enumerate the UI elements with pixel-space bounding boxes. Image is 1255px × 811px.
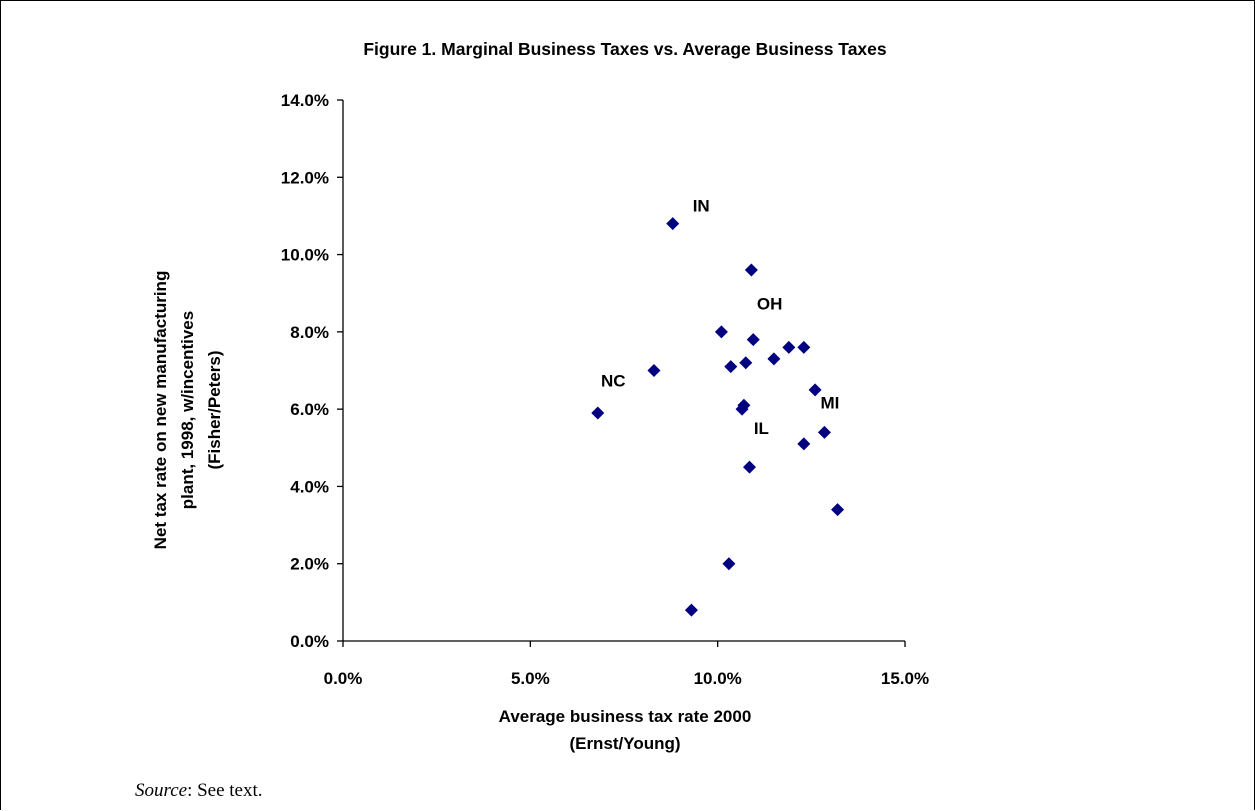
y-tick-label: 4.0% — [290, 477, 329, 496]
data-point-marker — [831, 503, 845, 517]
source-label: Source — [135, 780, 188, 801]
x-axis-ticks: 0.0% 5.0% 10.0% 15.0% — [324, 641, 929, 688]
data-point-marker — [722, 557, 736, 571]
point-annotations: IN NC OH IL MI — [601, 197, 839, 438]
y-axis-ticks: 0.0% 2.0% 4.0% 6.0% 8.0% 10.0% 12.0% 14.0% — [281, 91, 343, 651]
data-point-marker — [817, 425, 831, 439]
data-point-marker — [739, 356, 753, 370]
data-point-marker — [797, 340, 811, 354]
data-point-marker — [714, 325, 728, 339]
data-point-marker — [743, 460, 757, 474]
y-tick-label: 0.0% — [290, 632, 329, 651]
data-point-marker — [797, 437, 811, 451]
y-axis-label-line-3: (Fisher/Peters) — [205, 350, 224, 469]
y-tick-label: 10.0% — [281, 246, 329, 265]
data-point-marker — [591, 406, 605, 420]
x-tick-label: 5.0% — [511, 669, 550, 688]
y-axis-label-line-1: Net tax rate on new manufacturing — [151, 271, 170, 550]
y-tick-label: 12.0% — [281, 168, 329, 187]
data-point-marker — [746, 333, 760, 347]
data-point-marker — [737, 398, 751, 412]
point-annotation-label: MI — [820, 393, 839, 412]
y-axis-label-line-2: plant, 1998, w/incentives — [178, 311, 197, 509]
x-tick-label: 15.0% — [881, 669, 929, 688]
data-point-marker — [666, 217, 680, 231]
data-point-marker — [744, 263, 758, 277]
data-point-marker — [647, 364, 661, 377]
y-axis-label: Net tax rate on new manufacturing plant,… — [151, 271, 224, 550]
source-note: Source: See text. — [135, 780, 263, 802]
x-tick-label: 0.0% — [324, 669, 363, 688]
y-tick-label: 2.0% — [290, 555, 329, 574]
y-tick-label: 6.0% — [290, 400, 329, 419]
y-tick-label: 8.0% — [290, 323, 329, 342]
source-text: : See text. — [187, 780, 263, 801]
data-points — [591, 217, 845, 617]
point-annotation-label: OH — [757, 294, 783, 313]
point-annotation-label: IN — [693, 197, 710, 216]
point-annotation-label: IL — [754, 419, 769, 438]
x-axis-label-line-1: Average business tax rate 2000 — [499, 707, 752, 726]
data-point-marker — [767, 352, 781, 366]
data-point-marker — [782, 340, 796, 354]
data-point-marker — [684, 603, 698, 617]
axes — [342, 100, 905, 642]
chart-title: Figure 1. Marginal Business Taxes vs. Av… — [363, 39, 887, 59]
data-point-marker — [724, 360, 738, 374]
y-tick-label: 14.0% — [281, 91, 329, 110]
x-tick-label: 10.0% — [694, 669, 742, 688]
data-point-marker — [808, 383, 822, 397]
x-axis-label-line-2: (Ernst/Young) — [569, 734, 680, 753]
point-annotation-label: NC — [601, 372, 626, 391]
